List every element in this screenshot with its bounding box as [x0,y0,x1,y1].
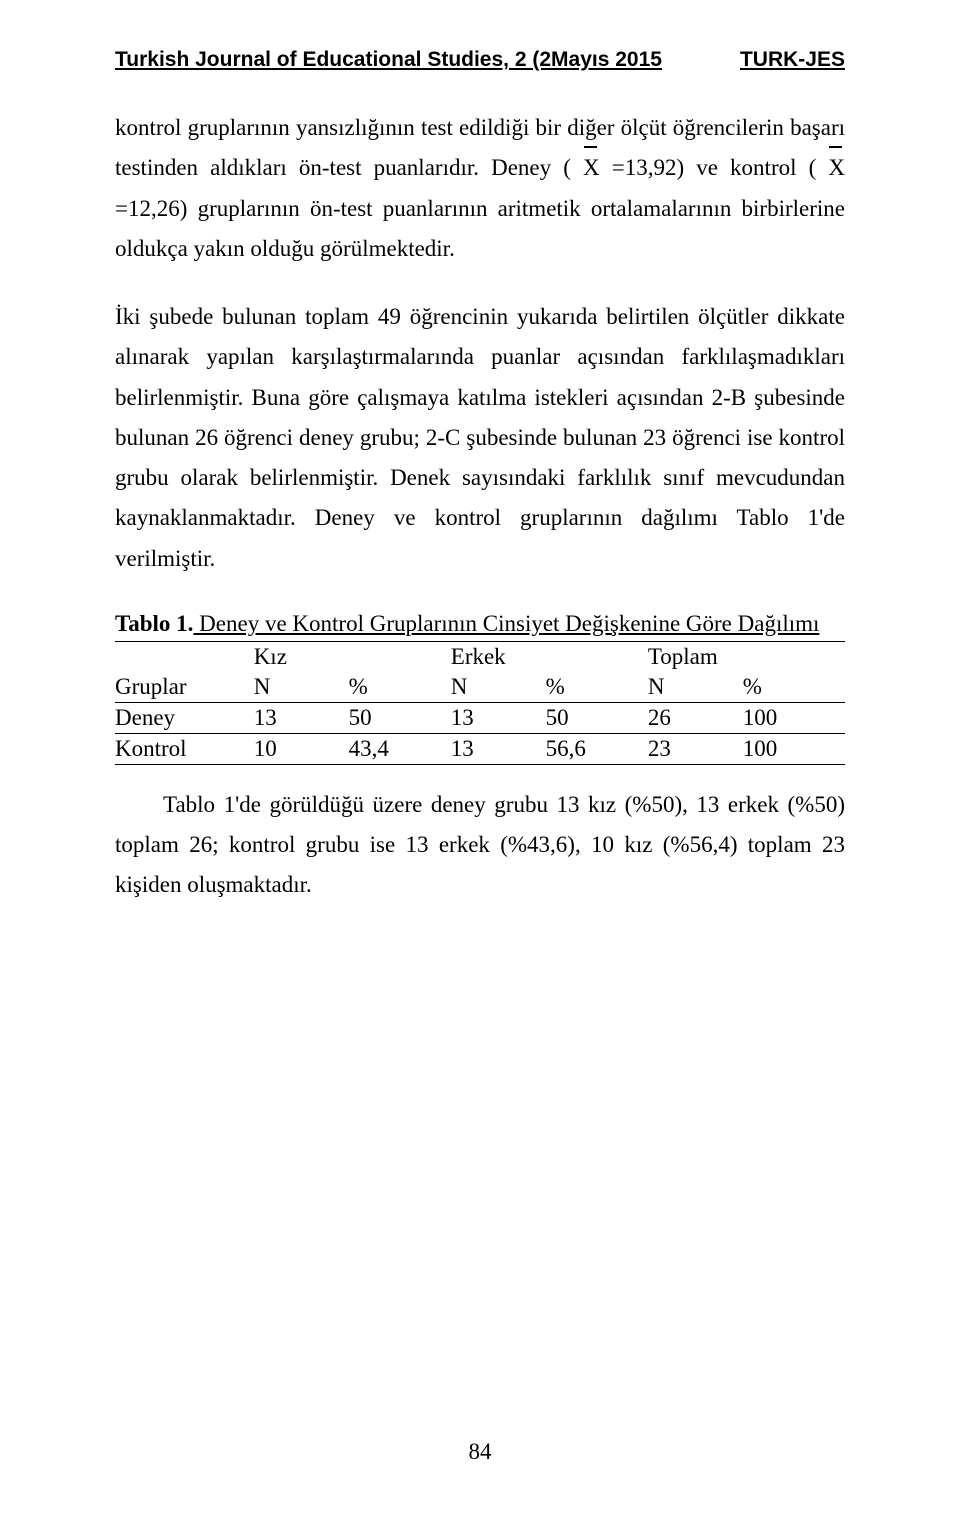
xbar-1-symbol: X [583,148,600,188]
paragraph-3: Tablo 1'de görüldüğü üzere deney grubu 1… [115,785,845,906]
td-deney-kiz-n: 13 [254,702,349,733]
journal-title: Turkish Journal of Educational Studies, … [115,48,662,72]
table-row-deney: Deney 13 50 13 50 26 100 [115,702,845,733]
th-toplam: Toplam [648,641,845,672]
td-kontrol-kiz-n: 10 [254,733,349,764]
table-row-kontrol: Kontrol 10 43,4 13 56,6 23 100 [115,733,845,764]
td-kontrol-kiz-pct: 43,4 [349,733,451,764]
td-deney-kiz-pct: 50 [349,702,451,733]
td-deney-erk-n: 13 [451,702,546,733]
table-1: Kız Erkek Toplam Gruplar N % N % N % Den… [115,641,845,765]
journal-code: TURK-JES [740,48,845,72]
paragraph-2: İki şubede bulunan toplam 49 öğrencinin … [115,297,845,579]
td-deney-top-n: 26 [648,702,743,733]
xbar-2-symbol: X [828,148,845,188]
td-deney-erk-pct: 50 [546,702,648,733]
th-erk-pct: % [546,672,648,703]
td-kontrol-top-pct: 100 [743,733,845,764]
p1-text-3: =12,26) gruplarının ön-test puanlarının … [115,196,845,261]
th-kiz-pct: % [349,672,451,703]
p1-text-2: =13,92) ve kontrol ( [612,155,817,180]
th-empty [115,641,254,672]
th-erk-n: N [451,672,546,703]
th-top-n: N [648,672,743,703]
table-title-text: Deney ve Kontrol Gruplarının Cinsiyet De… [193,611,819,636]
td-kontrol-erk-n: 13 [451,733,546,764]
th-gruplar: Gruplar [115,672,254,703]
th-kiz-n: N [254,672,349,703]
page-header: Turkish Journal of Educational Studies, … [115,48,845,72]
table-title-label: Tablo 1. [115,611,193,636]
page-number: 84 [0,1439,960,1465]
td-kontrol-top-n: 23 [648,733,743,764]
table-group-header-row: Kız Erkek Toplam [115,641,845,672]
table-1-title: Tablo 1. Deney ve Kontrol Gruplarının Ci… [115,611,845,637]
th-kiz: Kız [254,641,451,672]
td-kontrol-label: Kontrol [115,733,254,764]
table-title-bold: Tablo 1. [115,611,193,636]
td-kontrol-erk-pct: 56,6 [546,733,648,764]
td-deney-label: Deney [115,702,254,733]
table-sub-header-row: Gruplar N % N % N % [115,672,845,703]
table-1-section: Tablo 1. Deney ve Kontrol Gruplarının Ci… [115,611,845,765]
paragraph-1: kontrol gruplarının yansızlığının test e… [115,108,845,269]
th-top-pct: % [743,672,845,703]
td-deney-top-pct: 100 [743,702,845,733]
th-erkek: Erkek [451,641,648,672]
